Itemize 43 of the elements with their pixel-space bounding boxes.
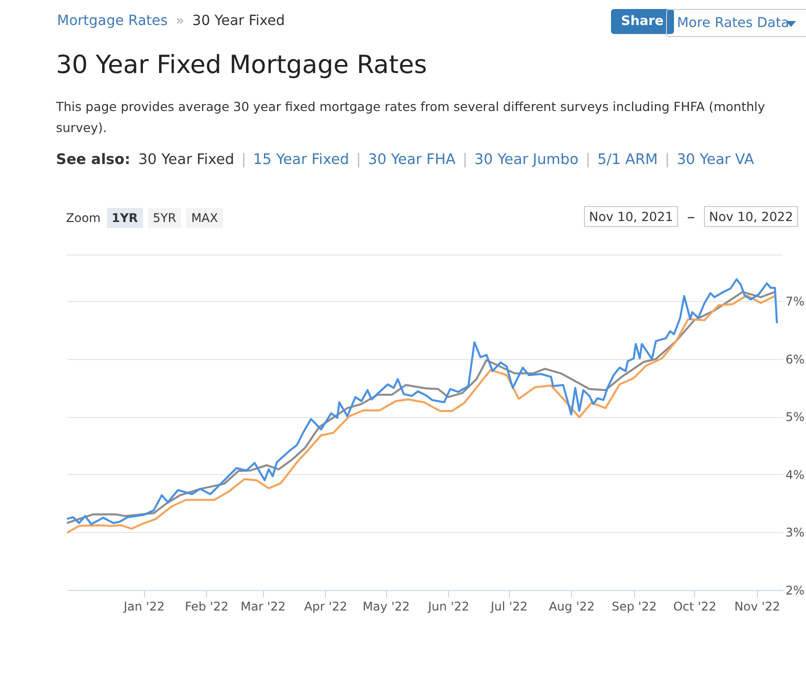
text: MAX xyxy=(186,208,223,228)
text: 30 Year Jumbo xyxy=(474,152,578,168)
y-tick-label: 7% xyxy=(786,294,805,309)
text: 30 Year Fixed xyxy=(192,13,285,29)
text: Share xyxy=(611,9,674,34)
x-tick-label: Mar '22 xyxy=(240,600,286,614)
text: – xyxy=(687,207,696,226)
y-tick-label: 2% xyxy=(786,584,805,598)
chart-title: 30 Year Fixed Mortgage Rates xyxy=(56,50,428,79)
chart-subtitle: This page provides average 30 year fixed mortgage rates from several different surveys including FHFA (monthly survey). xyxy=(56,98,766,137)
x-tick-label: Nov '22 xyxy=(734,600,780,614)
x-tick-label: Oct '22 xyxy=(673,600,716,614)
text: More Rates Data xyxy=(666,9,806,37)
y-tick-label: 5% xyxy=(786,410,805,424)
text: Zoom xyxy=(66,211,101,225)
y-tick-label: 3% xyxy=(786,526,805,540)
x-tick-label: Jul '22 xyxy=(490,600,528,614)
text: 5/1 ARM xyxy=(597,152,658,168)
text: 15 Year Fixed xyxy=(253,152,350,168)
text: 30 Year Fixed xyxy=(138,152,234,168)
x-tick-label: Jan '22 xyxy=(122,600,165,614)
text: 30 Year FHA xyxy=(368,152,456,168)
text: Mortgage Rates xyxy=(57,13,168,29)
y-tick-label: 6% xyxy=(786,352,805,366)
text: Nov 10, 2021 xyxy=(584,206,678,227)
x-tick-label: Sep '22 xyxy=(612,600,657,614)
text: See also: xyxy=(56,152,130,168)
x-tick-label: Apr '22 xyxy=(304,600,348,614)
text: | xyxy=(664,152,670,168)
text: » xyxy=(176,13,184,29)
text: | xyxy=(585,152,590,168)
x-tick-label: Feb '22 xyxy=(184,600,228,614)
text: Nov 10, 2022 xyxy=(704,206,798,227)
y-tick-label: 4% xyxy=(786,468,805,482)
text: | xyxy=(356,152,361,168)
text: 1YR xyxy=(106,208,143,228)
x-tick-label: Aug '22 xyxy=(548,600,595,614)
text: 30 Year VA xyxy=(676,152,754,168)
x-tick-label: May '22 xyxy=(362,600,410,614)
text: | xyxy=(462,152,468,168)
text: 5YR xyxy=(148,208,182,228)
text: | xyxy=(241,152,246,168)
x-tick-label: Jun '22 xyxy=(427,600,470,614)
